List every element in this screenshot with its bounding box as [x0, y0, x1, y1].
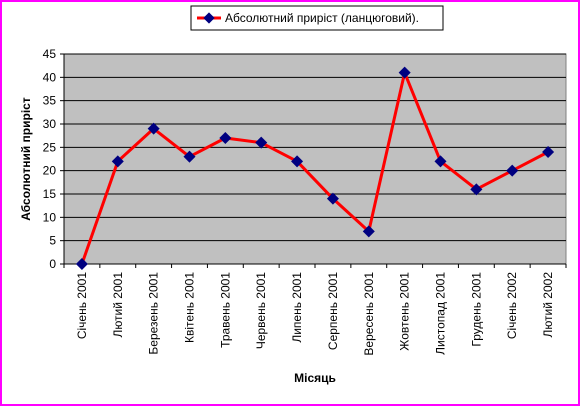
x-tick-label: Січень 2001 [75, 272, 89, 339]
data-point-marker [398, 66, 411, 79]
x-tick-label: Травень 2001 [218, 272, 232, 348]
x-tick-label: Січень 2002 [505, 272, 519, 339]
y-tick-label: 40 [43, 70, 57, 84]
x-tick-label: Липень 2001 [290, 272, 304, 343]
y-axis: 0 5 10 15 20 25 30 35 40 45 [43, 47, 65, 271]
y-axis-title: Абсолютний приріст [19, 97, 33, 221]
series-layer [75, 66, 555, 271]
data-point-marker [362, 225, 375, 238]
y-tick-label: 10 [43, 210, 57, 224]
legend-series-label: Абсолютний приріст (ланцюговий). [225, 11, 419, 25]
legend-box [190, 5, 444, 31]
y-tick-label: 0 [49, 257, 56, 271]
data-point-marker [326, 192, 339, 205]
x-tick-label: Червень 2001 [254, 272, 268, 349]
legend: Абсолютний приріст (ланцюговий). [190, 5, 444, 31]
data-point-marker [291, 155, 304, 168]
x-tick-label: Березень 2001 [147, 272, 161, 355]
series-line [80, 71, 549, 265]
y-tick-label: 45 [43, 47, 57, 61]
x-tick-label: Серпень 2001 [326, 272, 340, 350]
y-tick-label: 15 [43, 187, 57, 201]
x-tick-label: Лютий 2001 [111, 272, 125, 338]
data-point-marker [219, 131, 232, 145]
x-tick-label: Листопад 2001 [434, 272, 448, 355]
data-point-marker [434, 155, 447, 168]
data-point-marker [147, 122, 160, 135]
data-point-marker [506, 164, 519, 177]
data-point-marker [75, 257, 88, 271]
y-tick-label: 5 [49, 234, 56, 248]
x-tick-label: Грудень 2001 [469, 272, 483, 347]
x-tick-label: Квітень 2001 [183, 272, 197, 343]
x-tick-label: Вересень 2001 [362, 272, 376, 356]
data-point-marker [183, 150, 196, 163]
data-point-marker [111, 155, 124, 168]
y-tick-label: 35 [43, 94, 57, 108]
data-point-marker [470, 183, 483, 196]
data-point-marker [255, 136, 268, 149]
plot-area [63, 53, 567, 265]
x-axis-title: Місяць [294, 371, 336, 385]
gridlines [64, 53, 566, 242]
y-tick-label: 25 [43, 140, 57, 154]
x-tick-label: Лютий 2002 [541, 272, 555, 338]
x-tick-label: Жовтень 2001 [398, 272, 412, 351]
data-point-marker [542, 145, 555, 159]
y-tick-label: 20 [43, 164, 57, 178]
x-axis: Січень 2001 Лютий 2001 Березень 2001 Квітен… [63, 263, 567, 356]
y-tick-label: 30 [43, 117, 57, 131]
